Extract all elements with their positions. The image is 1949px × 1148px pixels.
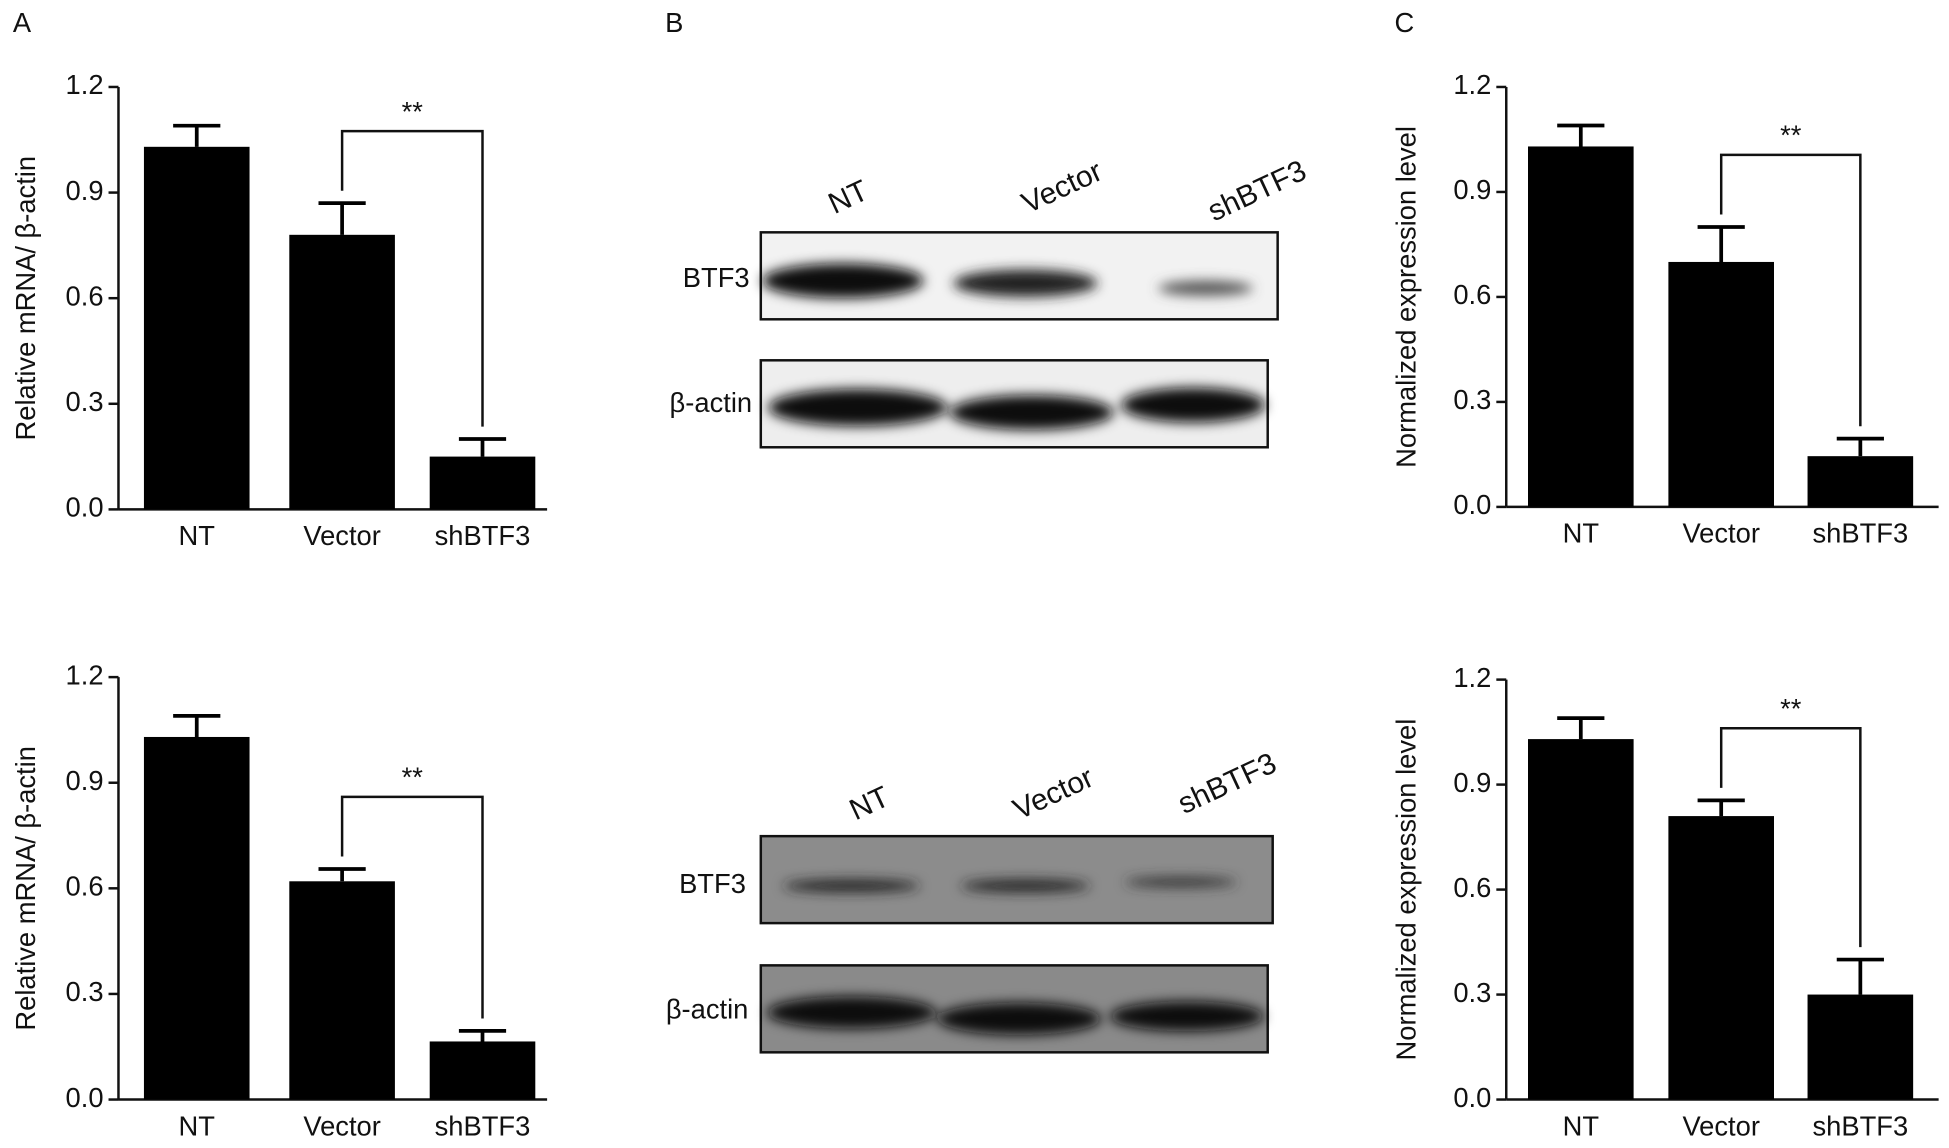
y-tick-label: 0.0 [66, 492, 104, 523]
lane-label: shBTF3 [1203, 154, 1311, 228]
y-axis-label: Relative mRNA/ β-actin [10, 746, 41, 1031]
significance-bracket [340, 795, 484, 1019]
y-tick-label: 1.2 [66, 69, 104, 100]
y-tick-label: 0.6 [66, 871, 104, 902]
significance-label: ** [1780, 120, 1802, 151]
error-bar [458, 437, 507, 457]
bands [768, 387, 1266, 430]
bar [289, 881, 395, 1100]
bar [1807, 994, 1914, 1100]
x-tick-label: Vector [303, 1110, 380, 1141]
y-axis-label: Normalized expression level [1390, 126, 1421, 468]
x-tick-label: Vector [1682, 518, 1759, 549]
x-tick-label: NT [1563, 518, 1600, 549]
y-tick-label: 1.2 [66, 659, 104, 690]
bar [429, 456, 536, 510]
bar [143, 146, 250, 510]
lane-label: NT [844, 780, 894, 827]
row-label: β-actin [666, 994, 749, 1025]
y-tick-label: 0.6 [1453, 872, 1491, 903]
y-tick-label: 0.3 [1453, 384, 1491, 415]
significance-label: ** [1780, 693, 1802, 724]
x-tick-label: shBTF3 [435, 1110, 531, 1141]
lane-label: Vector [1008, 761, 1099, 827]
error-bar [1697, 798, 1745, 817]
x-tick-label: shBTF3 [1813, 518, 1909, 549]
y-tick-label: 0.9 [66, 175, 104, 206]
lane-label: Vector [1017, 155, 1108, 221]
significance-bracket [1719, 727, 1862, 948]
bands [767, 996, 1264, 1035]
bar [143, 736, 250, 1100]
significance-bracket [340, 129, 484, 427]
significance-bracket [1719, 153, 1862, 427]
y-tick-label: 0.9 [1453, 174, 1491, 205]
error-bar [318, 867, 366, 882]
y-tick-label: 0.3 [1453, 977, 1491, 1008]
western-blot: NT Vector shBTF3 BTF3 β-actin [666, 747, 1282, 1054]
bar [289, 234, 395, 510]
bar [1807, 456, 1914, 507]
bands [783, 877, 1237, 893]
western-blot: NT Vector shBTF3 BTF3 β-actin [670, 154, 1311, 449]
bands [762, 263, 1253, 299]
significance-label: ** [402, 762, 424, 793]
row-label: β-actin [670, 387, 753, 418]
error-bar [1836, 957, 1884, 995]
y-tick-label: 0.6 [66, 280, 104, 311]
error-bar [318, 201, 366, 235]
bar [1528, 739, 1634, 1100]
bar [1528, 146, 1634, 507]
panel-label: A [13, 7, 32, 38]
x-tick-label: shBTF3 [435, 520, 531, 551]
error-bar [1697, 225, 1745, 262]
panel-label: B [665, 7, 683, 38]
y-tick-label: 1.2 [1453, 662, 1491, 693]
y-axis-label: Normalized expression level [1390, 719, 1421, 1061]
error-bar [173, 713, 221, 737]
y-tick-label: 0.9 [1453, 767, 1491, 798]
row-label: BTF3 [679, 868, 746, 899]
panel-label: C [1394, 7, 1414, 38]
row-label: BTF3 [683, 262, 750, 293]
y-tick-label: 0.0 [1453, 489, 1491, 520]
error-bar [1836, 436, 1884, 457]
lane-label: shBTF3 [1173, 747, 1281, 821]
error-bar [1557, 123, 1605, 147]
y-tick-label: 0.0 [66, 1082, 104, 1113]
error-bar [1557, 716, 1605, 740]
y-tick-label: 0.3 [66, 976, 104, 1007]
x-tick-label: Vector [1682, 1110, 1759, 1141]
y-tick-label: 0.6 [1453, 279, 1491, 310]
bar [1668, 816, 1774, 1100]
x-tick-label: NT [179, 520, 216, 551]
y-tick-label: 1.2 [1453, 69, 1491, 100]
significance-label: ** [402, 96, 424, 127]
y-tick-label: 0.9 [66, 765, 104, 796]
lane-label: NT [823, 174, 873, 221]
bar [1668, 261, 1774, 507]
y-axis-label: Relative mRNA/ β-actin [10, 156, 41, 441]
error-bar [458, 1029, 507, 1042]
x-tick-label: NT [179, 1110, 216, 1141]
x-tick-label: NT [1563, 1110, 1600, 1141]
x-tick-label: shBTF3 [1813, 1110, 1909, 1141]
y-tick-label: 0.3 [66, 386, 104, 417]
y-tick-label: 0.0 [1453, 1082, 1491, 1113]
error-bar [173, 123, 221, 147]
x-tick-label: Vector [303, 520, 380, 551]
bar [429, 1041, 536, 1100]
